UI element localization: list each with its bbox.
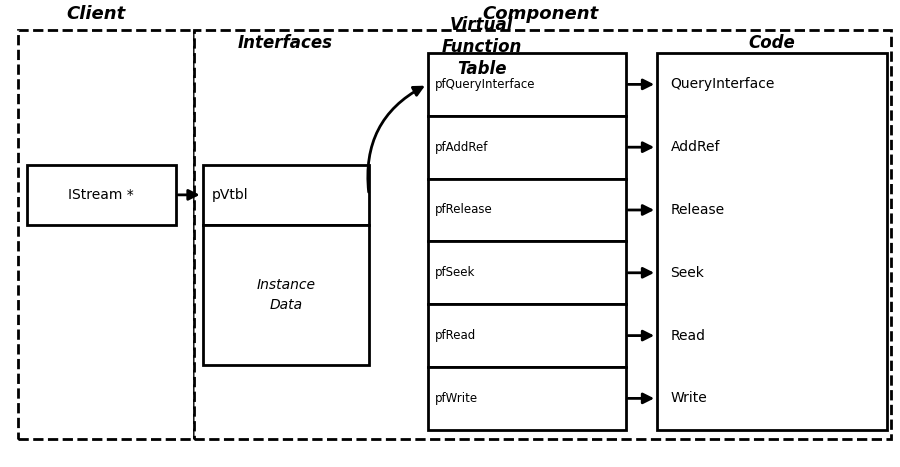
Bar (18, 30, 194, 439)
Bar (202, 165, 369, 225)
Text: Instance
Data: Instance Data (256, 278, 315, 311)
Bar (428, 241, 626, 304)
FancyArrowPatch shape (628, 205, 651, 214)
Text: pfSeek: pfSeek (435, 266, 475, 279)
Text: AddRef: AddRef (670, 140, 720, 154)
Bar (202, 225, 369, 365)
Text: IStream *: IStream * (68, 188, 134, 202)
FancyArrowPatch shape (628, 269, 651, 277)
Text: QueryInterface: QueryInterface (670, 78, 775, 92)
Text: pfAddRef: pfAddRef (435, 141, 488, 154)
Bar (428, 304, 626, 367)
Text: Seek: Seek (670, 266, 705, 280)
Text: pfWrite: pfWrite (435, 392, 478, 405)
FancyArrowPatch shape (628, 143, 651, 152)
Text: pfRelease: pfRelease (435, 204, 492, 217)
Bar (428, 116, 626, 178)
Bar (428, 367, 626, 430)
Text: pfQueryInterface: pfQueryInterface (435, 78, 536, 91)
Text: Component: Component (482, 5, 598, 23)
FancyArrowPatch shape (368, 87, 422, 192)
Text: Virtual
Function
Table: Virtual Function Table (441, 16, 522, 78)
Text: pfRead: pfRead (435, 329, 476, 342)
FancyArrowPatch shape (628, 394, 651, 403)
Text: pVtbl: pVtbl (212, 188, 248, 202)
FancyArrowPatch shape (178, 191, 196, 199)
Text: Write: Write (670, 391, 707, 405)
Text: Interfaces: Interfaces (238, 35, 333, 52)
Text: Client: Client (67, 5, 126, 23)
Bar (194, 30, 891, 439)
FancyArrowPatch shape (628, 331, 651, 340)
Text: Read: Read (670, 329, 706, 343)
Bar (27, 165, 176, 225)
FancyArrowPatch shape (628, 80, 651, 89)
Text: Code: Code (748, 35, 795, 52)
Bar (428, 178, 626, 241)
Bar (428, 53, 626, 116)
Text: Release: Release (670, 203, 724, 217)
Bar (657, 53, 886, 430)
